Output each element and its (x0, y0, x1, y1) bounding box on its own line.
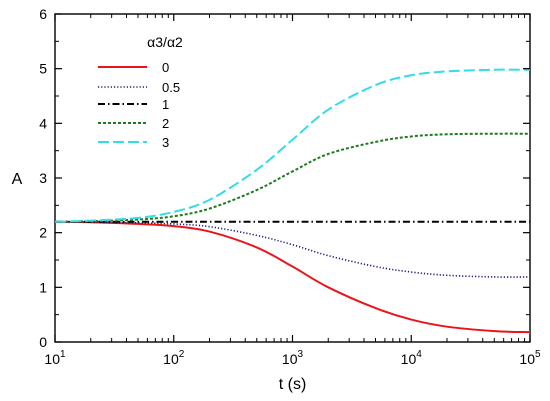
x-tick-label: 103 (282, 349, 304, 367)
y-tick-label: 4 (39, 115, 47, 131)
legend-label: 0.5 (162, 80, 180, 95)
legend-label: 1 (162, 97, 169, 112)
legend-label: 3 (162, 135, 169, 150)
legend-label: 0 (162, 60, 169, 75)
x-tick-label: 102 (163, 349, 185, 367)
y-tick-label: 3 (39, 170, 47, 186)
series-line-0-5 (54, 220, 531, 278)
x-tick-label: 105 (519, 349, 541, 367)
x-axis-label: t (s) (279, 376, 307, 393)
series-line-2 (54, 132, 531, 223)
plot-frame (54, 13, 531, 343)
legend-title: α3/α2 (147, 34, 183, 50)
series-line-0 (54, 220, 531, 334)
legend-label: 2 (162, 116, 169, 131)
x-tick-label: 101 (44, 349, 66, 367)
series-group (54, 68, 531, 334)
y-tick-label: 2 (39, 225, 47, 241)
y-tick-label: 0 (39, 334, 47, 350)
x-tick-label: 104 (401, 349, 423, 367)
plot-area (54, 13, 531, 343)
y-axis-label: A (12, 171, 23, 188)
y-tick-label: 1 (39, 279, 47, 295)
legend: α3/α2 0 0.5 1 2 3 (98, 34, 183, 150)
series-line-3 (54, 68, 531, 223)
y-tick-label: 5 (39, 61, 47, 77)
y-tick-label: 6 (39, 6, 47, 22)
